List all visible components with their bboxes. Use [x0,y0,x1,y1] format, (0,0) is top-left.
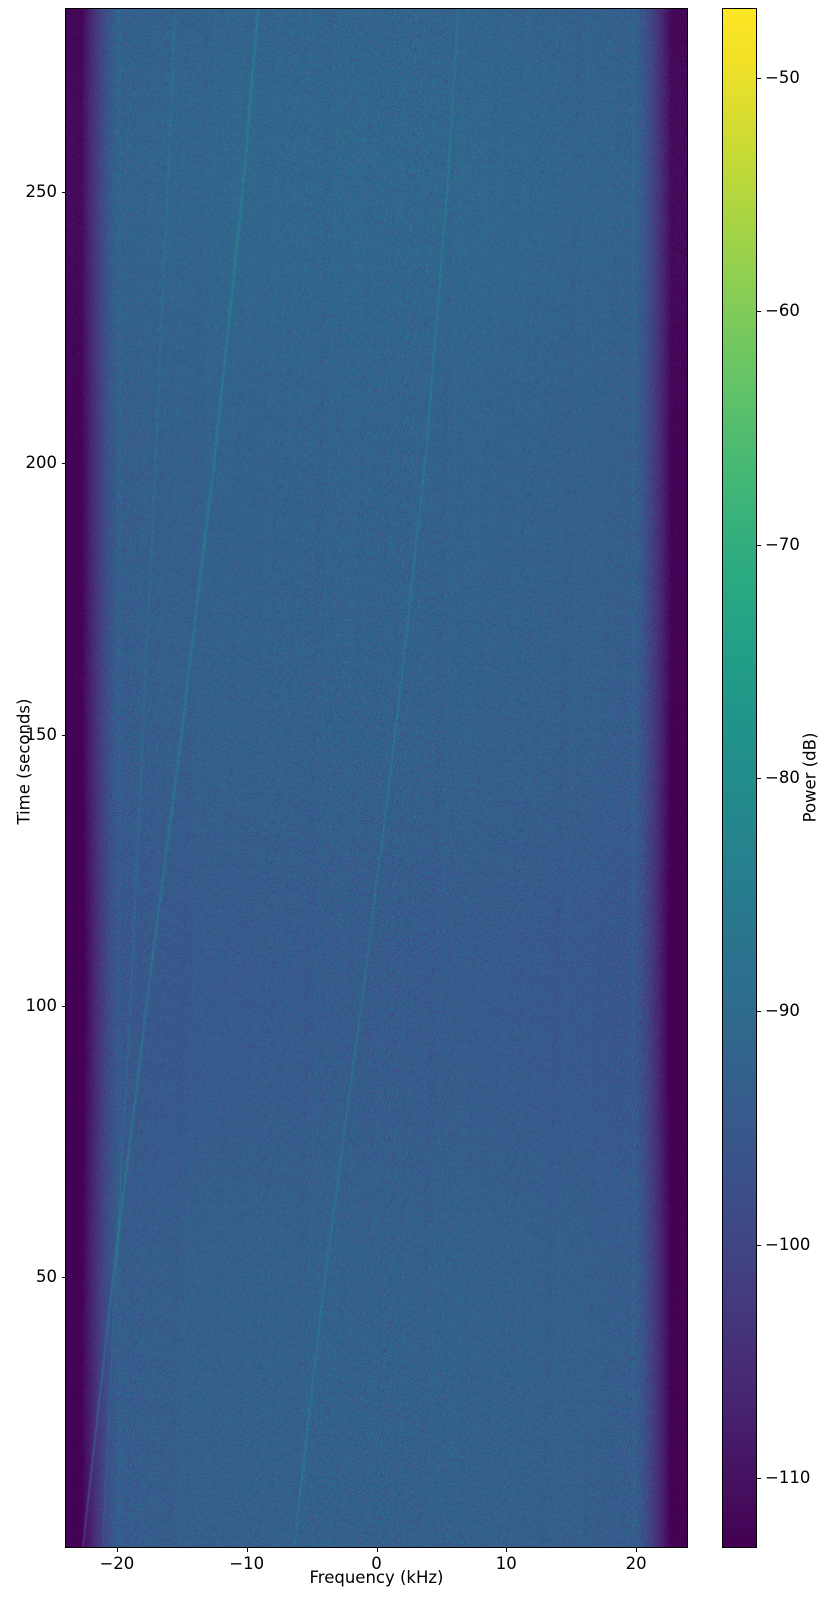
colorbar-tick-label: −70 [765,534,800,554]
y-axis-tick: 250 [0,182,65,201]
colorbar-tick-label: −100 [765,1234,811,1254]
x-tick-mark [116,1548,118,1552]
x-tick-mark [636,1548,638,1552]
y-tick-label: 250 [25,182,58,202]
colorbar-tick: −110 [757,1468,827,1487]
colorbar-tick: −60 [757,301,827,320]
colorbar-tick-label: −60 [765,301,800,321]
colorbar-tick-mark [757,1011,761,1013]
colorbar-tick: −80 [757,768,827,787]
x-tick-label: 10 [495,1554,517,1573]
x-tick-label: −20 [99,1554,135,1573]
colorbar-tick-label: −80 [765,768,800,787]
colorbar-tick: −70 [757,535,827,554]
colorbar-tick: −50 [757,68,827,87]
colorbar-tick-label: −110 [765,1468,811,1487]
colorbar-tick-mark [757,778,761,779]
x-tick-label: −10 [229,1554,265,1573]
colorbar-tick-mark [757,1478,761,1479]
y-tick-label: 50 [36,1266,57,1286]
y-tick-mark [61,1276,65,1278]
colorbar-gradient [723,9,756,1547]
y-tick-label: 100 [25,995,58,1015]
y-tick-mark [61,463,65,465]
y-axis-tick: 100 [0,996,65,1015]
colorbar-tick-mark [757,1244,761,1246]
x-tick-mark [246,1548,248,1552]
y-axis-tick: 200 [0,453,65,472]
colorbar-tick-label: −50 [765,68,800,87]
y-axis-tick: 150 [0,725,65,744]
y-tick-mark [61,734,65,736]
y-tick-mark [61,192,65,194]
colorbar-label: Power (dB) [800,732,820,823]
x-axis-label: Frequency (kHz) [309,1568,444,1587]
colorbar-tick: −100 [757,1235,827,1254]
colorbar-tick-label: −90 [765,1001,800,1021]
x-tick-mark [506,1548,508,1552]
y-axis-label: Time (seconds) [14,698,34,825]
colorbar-tick-mark [757,311,761,313]
spectrogram-heatmap [66,9,687,1547]
x-tick-label: 20 [625,1554,647,1573]
y-tick-label: 150 [25,724,58,744]
y-tick-label: 200 [25,453,58,473]
colorbar-tick-mark [757,78,761,79]
spectrogram-plot-area [65,8,688,1548]
colorbar-tick: −90 [757,1001,827,1020]
x-tick-label: 0 [371,1554,382,1573]
colorbar [722,8,757,1548]
x-tick-mark [376,1548,378,1552]
y-tick-mark [61,1005,65,1007]
colorbar-tick-mark [757,544,761,546]
y-axis-tick: 50 [0,1267,65,1286]
